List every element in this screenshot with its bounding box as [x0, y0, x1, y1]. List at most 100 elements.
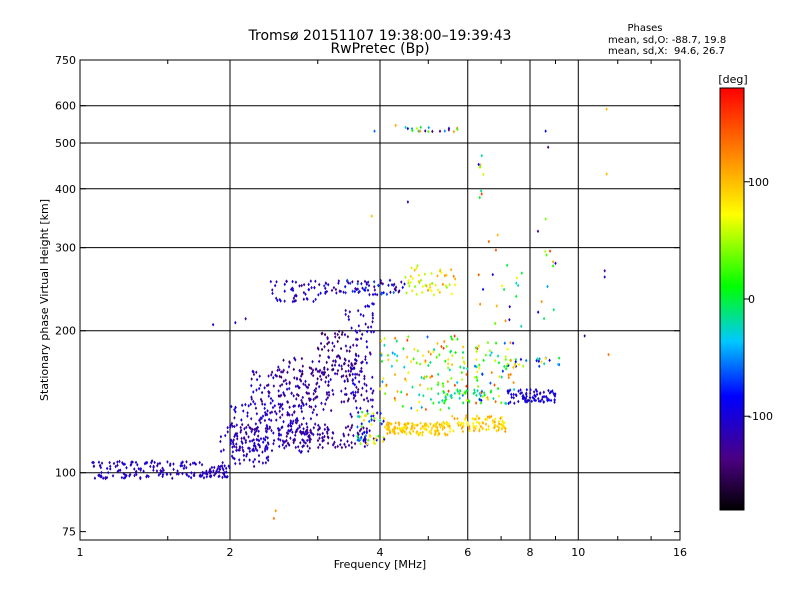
- data-point: [298, 448, 301, 453]
- data-point: [428, 287, 431, 291]
- axis-ticks: 1 2 4 6 8 10 16 75 100 200 300 400 500 600 750: [55, 54, 687, 559]
- data-point: [369, 325, 373, 329]
- data-point: [150, 459, 154, 463]
- data-point: [497, 394, 501, 399]
- data-point: [206, 472, 209, 476]
- data-point: [350, 362, 353, 367]
- data-point: [301, 364, 305, 368]
- data-point: [352, 396, 356, 401]
- data-point: [461, 355, 464, 360]
- data-point: [175, 472, 179, 476]
- data-point: [417, 129, 420, 133]
- data-point: [275, 411, 278, 416]
- data-point: [494, 399, 497, 404]
- data-point: [232, 442, 235, 446]
- data-point: [474, 345, 478, 350]
- data-point: [418, 383, 422, 387]
- data-point: [242, 435, 246, 440]
- data-point: [290, 391, 293, 395]
- data-point: [461, 401, 465, 405]
- data-point: [305, 402, 308, 406]
- data-point: [415, 408, 419, 413]
- data-point: [603, 275, 606, 279]
- data-point: [288, 381, 291, 386]
- data-point: [325, 430, 329, 434]
- data-point: [474, 424, 478, 429]
- data-point: [357, 387, 360, 392]
- data-point: [487, 239, 491, 244]
- data-point: [392, 290, 395, 295]
- data-point: [538, 357, 541, 361]
- data-point: [533, 398, 536, 403]
- data-point: [540, 360, 543, 364]
- x-tick-label: 16: [673, 546, 687, 559]
- x-tick-label: 1: [77, 546, 84, 559]
- data-point: [383, 343, 386, 348]
- data-point: [445, 344, 448, 349]
- data-point: [248, 449, 252, 454]
- data-point: [364, 354, 367, 359]
- data-point: [360, 435, 363, 440]
- data-point: [209, 469, 213, 474]
- data-point: [177, 472, 180, 476]
- data-point: [354, 361, 358, 366]
- data-point: [365, 426, 369, 431]
- data-point: [361, 432, 364, 436]
- data-point: [332, 392, 335, 397]
- data-point: [190, 471, 193, 475]
- data-point: [362, 287, 366, 292]
- data-point: [255, 377, 259, 382]
- data-point: [450, 414, 454, 418]
- data-point: [318, 282, 321, 287]
- data-point: [271, 291, 274, 296]
- data-point: [421, 284, 425, 289]
- data-point: [460, 370, 464, 375]
- data-point: [224, 433, 227, 438]
- data-point: [375, 292, 379, 297]
- data-point: [318, 426, 321, 431]
- data-point: [130, 460, 133, 464]
- data-point: [363, 288, 367, 293]
- data-point: [275, 418, 278, 422]
- data-point: [519, 357, 523, 362]
- data-point: [305, 428, 308, 433]
- data-point: [438, 353, 441, 357]
- data-point: [350, 414, 353, 419]
- data-point: [261, 440, 265, 444]
- data-point: [535, 389, 539, 394]
- data-point: [539, 399, 542, 404]
- data-point: [419, 125, 422, 130]
- data-point: [298, 377, 302, 382]
- data-point: [475, 420, 479, 424]
- data-point: [181, 460, 184, 464]
- data-point: [554, 392, 557, 396]
- data-point: [114, 464, 117, 469]
- data-point: [317, 293, 320, 297]
- data-point: [438, 290, 442, 295]
- data-point: [505, 364, 509, 368]
- data-point: [301, 444, 304, 449]
- data-point: [147, 474, 150, 479]
- data-point: [381, 379, 384, 384]
- data-point: [272, 384, 276, 388]
- data-point: [471, 416, 474, 421]
- data-point: [254, 406, 258, 411]
- data-point: [405, 355, 409, 359]
- data-point: [442, 346, 445, 351]
- data-point: [349, 412, 352, 417]
- data-point: [301, 369, 304, 374]
- data-point: [548, 358, 551, 363]
- data-point: [249, 426, 252, 431]
- data-point: [443, 129, 447, 133]
- data-point: [161, 474, 164, 479]
- data-point: [367, 304, 371, 309]
- data-point: [484, 417, 487, 422]
- data-point: [284, 378, 287, 382]
- data-point: [365, 389, 368, 393]
- data-point: [289, 419, 292, 423]
- data-point: [339, 442, 342, 447]
- data-point: [401, 404, 404, 409]
- data-point: [270, 428, 273, 433]
- data-point: [425, 423, 428, 427]
- data-point: [316, 346, 320, 350]
